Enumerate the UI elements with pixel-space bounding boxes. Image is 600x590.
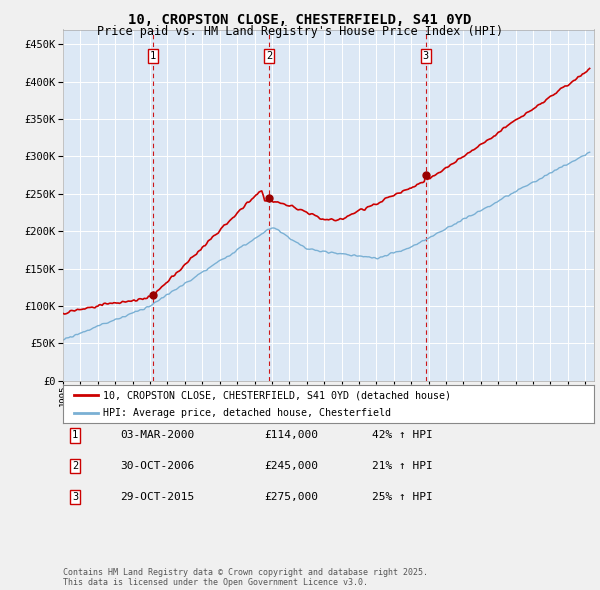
- Text: 25% ↑ HPI: 25% ↑ HPI: [372, 492, 433, 502]
- Text: Contains HM Land Registry data © Crown copyright and database right 2025.
This d: Contains HM Land Registry data © Crown c…: [63, 568, 428, 587]
- Text: 10, CROPSTON CLOSE, CHESTERFIELD, S41 0YD: 10, CROPSTON CLOSE, CHESTERFIELD, S41 0Y…: [128, 13, 472, 27]
- Text: 1: 1: [72, 431, 78, 440]
- Text: 10, CROPSTON CLOSE, CHESTERFIELD, S41 0YD (detached house): 10, CROPSTON CLOSE, CHESTERFIELD, S41 0Y…: [103, 390, 451, 400]
- Text: 30-OCT-2006: 30-OCT-2006: [120, 461, 194, 471]
- Text: £275,000: £275,000: [264, 492, 318, 502]
- Text: £114,000: £114,000: [264, 431, 318, 440]
- Text: 3: 3: [72, 492, 78, 502]
- Text: 29-OCT-2015: 29-OCT-2015: [120, 492, 194, 502]
- Text: Price paid vs. HM Land Registry's House Price Index (HPI): Price paid vs. HM Land Registry's House …: [97, 25, 503, 38]
- Text: 03-MAR-2000: 03-MAR-2000: [120, 431, 194, 440]
- Text: 2: 2: [72, 461, 78, 471]
- Text: 1: 1: [150, 51, 156, 61]
- Text: 21% ↑ HPI: 21% ↑ HPI: [372, 461, 433, 471]
- Text: 2: 2: [266, 51, 272, 61]
- Text: HPI: Average price, detached house, Chesterfield: HPI: Average price, detached house, Ches…: [103, 408, 391, 418]
- Text: £245,000: £245,000: [264, 461, 318, 471]
- Text: 42% ↑ HPI: 42% ↑ HPI: [372, 431, 433, 440]
- Text: 3: 3: [422, 51, 429, 61]
